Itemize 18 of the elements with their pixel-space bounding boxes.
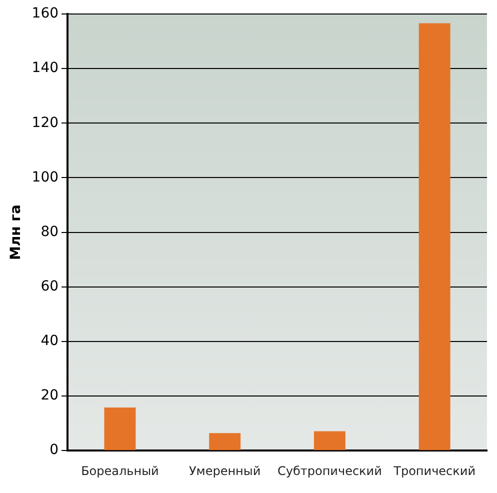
x-tick-label: Умеренный [188,464,261,478]
y-tick-label: 160 [32,6,59,22]
y-axis-title: Млн га [8,204,24,260]
x-tick-label: Субтропический [278,464,382,478]
y-tick-label: 100 [32,169,59,186]
x-tick-label: Бореальный [81,464,159,478]
y-tick-label: 60 [40,278,59,295]
y-tick-label: 0 [50,442,59,458]
y-tick-label: 140 [32,60,59,76]
y-tick-label: 20 [40,388,59,404]
bar [104,407,136,450]
bar [314,431,346,450]
y-tick-label: 80 [40,224,59,240]
bar [209,433,241,450]
y-tick-label: 40 [40,333,59,350]
bar [418,23,450,450]
x-tick-label: Тропический [392,464,476,478]
y-tick-label: 120 [32,114,59,131]
